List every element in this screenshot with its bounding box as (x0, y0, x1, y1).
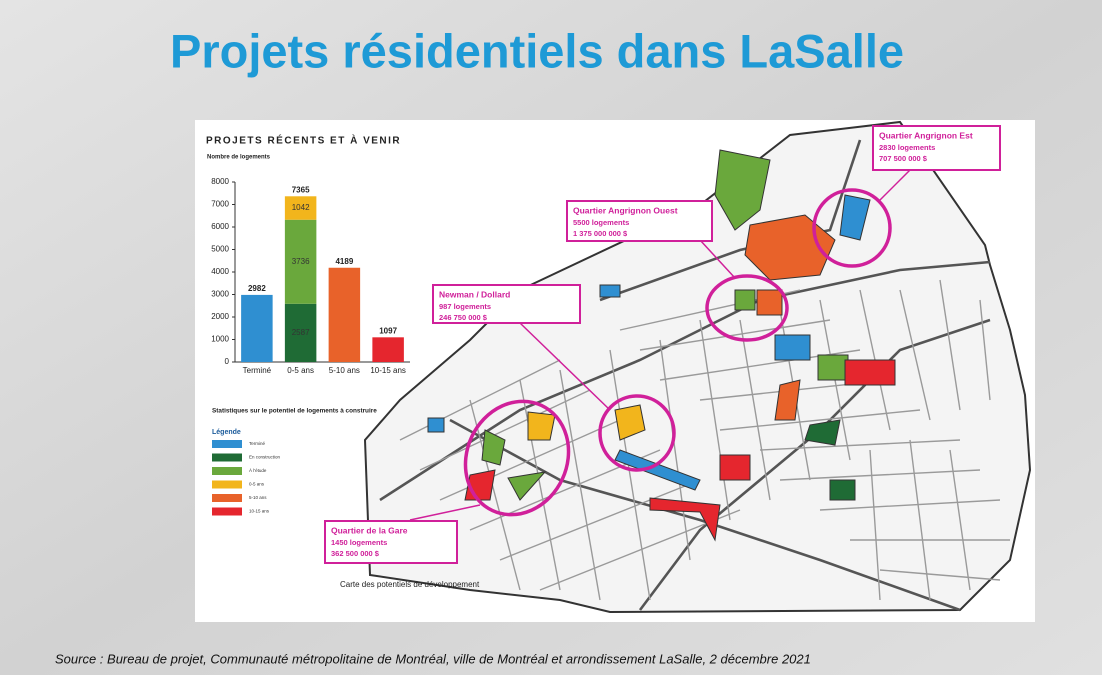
x-tick-label: 10-15 ans (370, 366, 406, 375)
legend-label: Terminé (249, 441, 266, 446)
bar-segment (284, 303, 317, 362)
borough-outline (363, 120, 1032, 614)
legend-label: À l'étude (249, 467, 267, 473)
bar-segment (284, 196, 317, 220)
callout-name: Quartier Angrignon Est (879, 130, 973, 140)
callout-box (432, 284, 581, 324)
map-caption: Carte des potentiels de développement (340, 580, 480, 589)
legend-swatch (212, 494, 242, 502)
callout-box (872, 125, 1001, 171)
total-label: 2982 (248, 284, 266, 293)
legend-swatch (212, 453, 242, 462)
callout-leaders (409, 169, 911, 521)
legend-swatch (212, 507, 242, 516)
callout-units: 5500 logements (573, 218, 629, 227)
map: Carte des potentiels de développement (340, 120, 1032, 614)
y-axis-label: Nombre de logements (207, 155, 271, 161)
callout-box (566, 200, 713, 242)
y-tick-label: 6000 (211, 222, 229, 231)
slide-title: Projets résidentiels dans LaSalle (170, 24, 904, 77)
segment-label: 2587 (292, 328, 310, 337)
bar-segment (328, 267, 361, 362)
callout-name: Newman / Dollard (439, 289, 510, 299)
callout-name: Quartier Angrignon Ouest (573, 205, 678, 215)
y-tick-label: 4000 (211, 267, 229, 276)
y-tick-label: 3000 (211, 290, 229, 299)
y-tick-label: 1000 (211, 335, 229, 344)
y-tick-label: 5000 (211, 245, 229, 254)
x-tick-label: 5-10 ans (329, 366, 360, 375)
legend-swatch (212, 467, 242, 475)
callout-name: Quartier de la Gare (331, 525, 408, 535)
legend-swatch (212, 440, 242, 448)
source: Source : Bureau de projet, Communauté mé… (55, 651, 811, 666)
bar-segment (241, 294, 273, 362)
highlight-circles (463, 188, 892, 517)
callout-cost: 246 750 000 $ (439, 313, 488, 322)
x-tick-label: Terminé (243, 366, 272, 375)
segment-label: 1042 (292, 203, 310, 212)
total-label: 7365 (292, 185, 310, 194)
callout-cost: 707 500 000 $ (879, 154, 928, 163)
bar-segment (284, 219, 317, 304)
total-label: 4189 (335, 257, 353, 266)
callout-units: 2830 logements (879, 143, 935, 152)
callout-box (324, 520, 458, 564)
total-label: 1097 (379, 326, 397, 335)
legend-label: 0-5 ans (249, 482, 265, 487)
callout-units: 1450 logements (331, 538, 387, 547)
street-grid (399, 279, 1010, 601)
bar-segment (372, 337, 404, 362)
callout-cost: 1 375 000 000 $ (573, 229, 628, 238)
y-tick-label: 8000 (211, 177, 229, 186)
legend-title: Légende (212, 429, 241, 436)
road (449, 418, 961, 612)
y-tick-label: 0 (225, 357, 230, 366)
legend-swatch (212, 480, 242, 489)
y-tick-label: 2000 (211, 312, 229, 321)
subtitle: Statistiques sur le potentiel de logemen… (212, 408, 377, 415)
legend-label: 10-15 ans (249, 509, 270, 514)
callout-units: 987 logements (439, 302, 491, 311)
callout-cost: 362 500 000 $ (331, 549, 380, 558)
y-tick-label: 7000 (211, 200, 229, 209)
legend-label: En construction (249, 455, 281, 460)
segment-label: 3736 (292, 257, 310, 266)
x-tick-label: 0-5 ans (287, 366, 314, 375)
chart-title: PROJETS RÉCENTS ET À VENIR (206, 134, 401, 147)
road (379, 260, 991, 502)
legend-label: 5-10 ans (249, 495, 267, 500)
